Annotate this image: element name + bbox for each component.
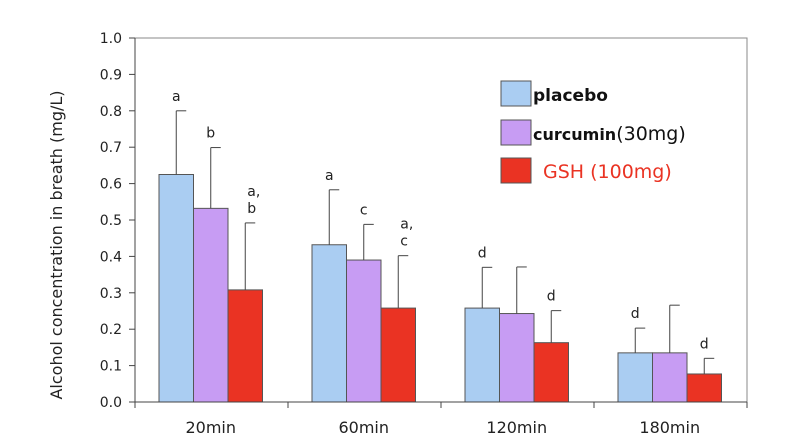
significance-label: c <box>400 234 408 250</box>
x-axis: 20min 60min 120min 180min <box>134 401 748 437</box>
legend-swatch <box>500 119 532 146</box>
legend-label: curcumin(30mg) <box>533 123 686 145</box>
y-tick-label: 0.2 <box>100 322 122 338</box>
bar <box>158 174 194 403</box>
bar <box>652 352 688 403</box>
bar <box>686 373 722 403</box>
significance-label: d <box>547 289 556 305</box>
bar <box>533 342 569 403</box>
legend-label: GSH (100mg) <box>543 161 672 183</box>
significance-label: d <box>478 245 487 261</box>
x-tick-label: 120min <box>486 418 547 437</box>
significance-label: a, <box>400 217 413 233</box>
bar <box>311 244 347 403</box>
bar <box>464 307 500 403</box>
significance-label: c <box>360 202 368 218</box>
significance-label: a <box>172 89 181 105</box>
y-axis-label: Alcohol concentration in breath (mg/L) <box>47 90 66 399</box>
y-tick-label: 0.8 <box>100 104 122 120</box>
significance-label: b <box>247 201 256 217</box>
x-tick-label: 20min <box>185 418 236 437</box>
x-tick-label: 180min <box>639 418 700 437</box>
significance-label: a, <box>247 184 260 200</box>
y-tick-label: 0.4 <box>100 249 122 265</box>
y-tick-label: 0.5 <box>100 213 122 229</box>
significance-label: a <box>325 168 334 184</box>
legend-swatch <box>500 157 532 184</box>
significance-label: b <box>206 126 215 142</box>
bar <box>346 259 382 403</box>
legend-label: placebo <box>533 86 608 106</box>
y-tick-label: 0.1 <box>100 359 122 375</box>
legend-swatch <box>500 80 532 107</box>
y-tick-label: 0.7 <box>100 140 122 156</box>
significance-label: d <box>631 306 640 322</box>
bar <box>380 307 416 403</box>
y-tick-label: 0.3 <box>100 286 122 302</box>
y-axis: 0.0 0.1 0.2 0.3 0.4 0.5 0.6 0.7 0.8 0.9 1.0 <box>100 31 136 411</box>
y-tick-label: 0.6 <box>100 177 122 193</box>
bar <box>499 313 535 403</box>
legend: placebo curcumin(30mg) GSH (100mg) <box>500 80 686 184</box>
x-tick-label: 60min <box>338 418 389 437</box>
y-tick-label: 0.9 <box>100 67 122 83</box>
bar <box>227 289 263 403</box>
significance-label: d <box>700 336 709 352</box>
bar <box>193 207 229 403</box>
y-tick-label: 0.0 <box>100 395 122 411</box>
bar <box>617 352 653 403</box>
y-tick-label: 1.0 <box>100 31 122 47</box>
